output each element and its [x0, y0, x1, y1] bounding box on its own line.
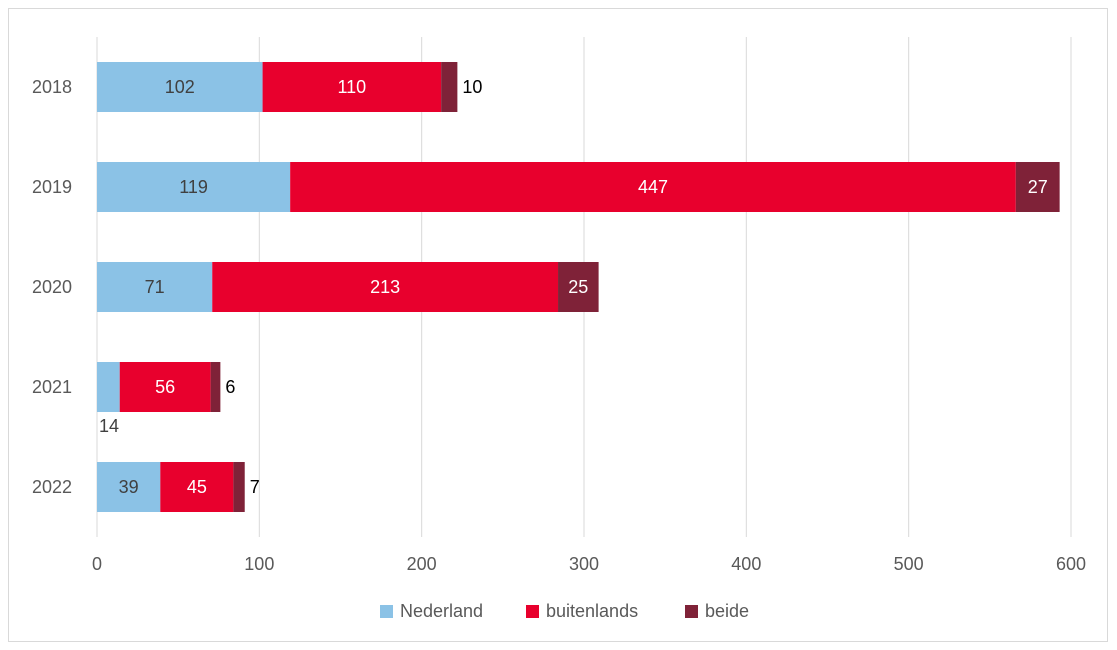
x-tick-label: 600: [1056, 554, 1086, 574]
bar-beide-2018: [441, 62, 458, 112]
data-label: 71: [145, 277, 165, 297]
data-label: 10: [462, 77, 482, 97]
data-label: 14: [99, 416, 119, 436]
x-tick-label: 200: [407, 554, 437, 574]
data-label: 45: [187, 477, 207, 497]
bars: [97, 62, 1060, 512]
data-label: 6: [225, 377, 235, 397]
bar-beide-2019: [1015, 162, 1060, 212]
bar-beide-2021: [210, 362, 221, 412]
category-label: 2022: [32, 477, 72, 497]
bar-buitenlands-2018: [262, 62, 442, 112]
x-tick-labels: 0 100 200 300 400 500 600: [92, 554, 1086, 574]
data-label: 25: [568, 277, 588, 297]
bar-nederland-2020: [97, 262, 213, 312]
bar-buitenlands-2022: [160, 462, 234, 512]
data-label: 27: [1028, 177, 1048, 197]
legend-swatch-buitenlands: [526, 605, 539, 618]
data-labels: 102 110 10 119 447 27 71 213 25 14 56 6 39 45 7: [99, 77, 1048, 497]
x-tick-label: 100: [244, 554, 274, 574]
category-label: 2021: [32, 377, 72, 397]
bar-beide-2022: [233, 462, 245, 512]
bar-buitenlands-2019: [290, 162, 1016, 212]
data-label: 110: [338, 77, 367, 97]
chart-frame: [8, 8, 1108, 642]
bar-nederland-2022: [97, 462, 161, 512]
legend: Nederland buitenlands beide: [380, 601, 749, 621]
data-label: 119: [179, 177, 208, 197]
x-tick-label: 300: [569, 554, 599, 574]
data-label: 39: [119, 477, 139, 497]
x-tick-label: 0: [92, 554, 102, 574]
legend-label-buitenlands: buitenlands: [546, 601, 638, 621]
data-label: 213: [370, 277, 400, 297]
x-tick-label: 400: [731, 554, 761, 574]
bar-buitenlands-2020: [212, 262, 559, 312]
legend-label-beide: beide: [705, 601, 749, 621]
gridlines: [96, 37, 1072, 537]
category-label: 2019: [32, 177, 72, 197]
bar-nederland-2021: [97, 362, 120, 412]
legend-swatch-beide: [685, 605, 698, 618]
legend-swatch-nederland: [380, 605, 393, 618]
bar-nederland-2018: [97, 62, 263, 112]
data-label: 56: [155, 377, 175, 397]
bar-buitenlands-2021: [119, 362, 211, 412]
bar-beide-2020: [558, 262, 599, 312]
category-label: 2020: [32, 277, 72, 297]
data-label: 447: [638, 177, 668, 197]
bar-nederland-2019: [97, 162, 291, 212]
category-labels: 2018 2019 2020 2021 2022: [32, 77, 72, 497]
category-label: 2018: [32, 77, 72, 97]
data-label: 7: [250, 477, 260, 497]
legend-label-nederland: Nederland: [400, 601, 483, 621]
data-label: 102: [165, 77, 195, 97]
x-tick-label: 500: [894, 554, 924, 574]
